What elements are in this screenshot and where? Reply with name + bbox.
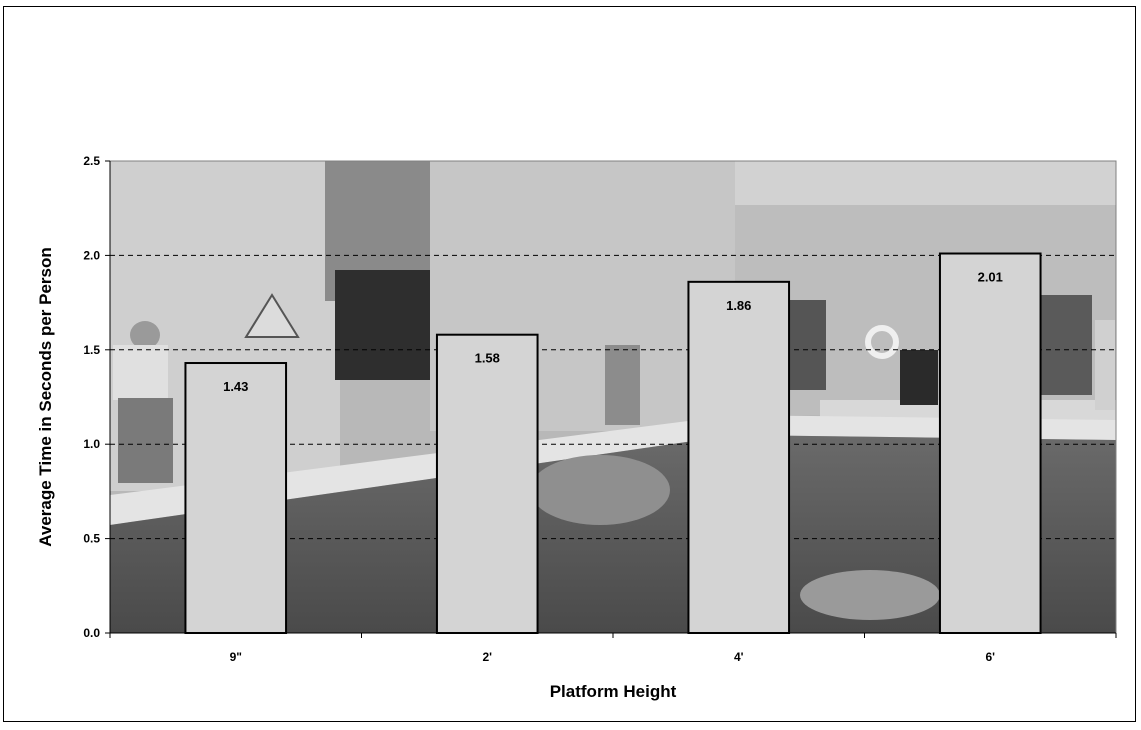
bar bbox=[435, 333, 539, 634]
bars bbox=[184, 252, 1042, 634]
y-tick-label: 0.5 bbox=[83, 532, 100, 546]
y-axis-ticks: 0.0 0.5 1.0 1.5 2.0 2.5 bbox=[83, 154, 110, 640]
x-axis-title: Platform Height bbox=[550, 682, 677, 701]
x-tick-label: 6' bbox=[985, 650, 995, 664]
y-tick-label: 2.5 bbox=[83, 154, 100, 168]
y-tick-label: 1.0 bbox=[83, 437, 100, 451]
x-tick-label: 2' bbox=[482, 650, 492, 664]
y-tick-label: 2.0 bbox=[83, 248, 100, 262]
x-tick-label: 4' bbox=[734, 650, 744, 664]
bar-value-label: 1.58 bbox=[475, 351, 500, 366]
bar bbox=[938, 252, 1042, 634]
y-axis-title: Average Time in Seconds per Person bbox=[36, 247, 55, 547]
bar-value-label: 1.86 bbox=[726, 298, 751, 313]
y-tick-label: 1.5 bbox=[83, 343, 100, 357]
x-axis-ticks: 9" 2' 4' 6' bbox=[109, 633, 1117, 664]
bar bbox=[184, 362, 288, 634]
y-tick-label: 0.0 bbox=[83, 626, 100, 640]
bar bbox=[687, 280, 791, 634]
x-tick-label: 9" bbox=[230, 650, 242, 664]
bar-value-label: 2.01 bbox=[978, 270, 1003, 285]
data-labels: 1.43 1.58 1.86 2.01 bbox=[223, 270, 1003, 395]
bar-value-label: 1.43 bbox=[223, 379, 248, 394]
